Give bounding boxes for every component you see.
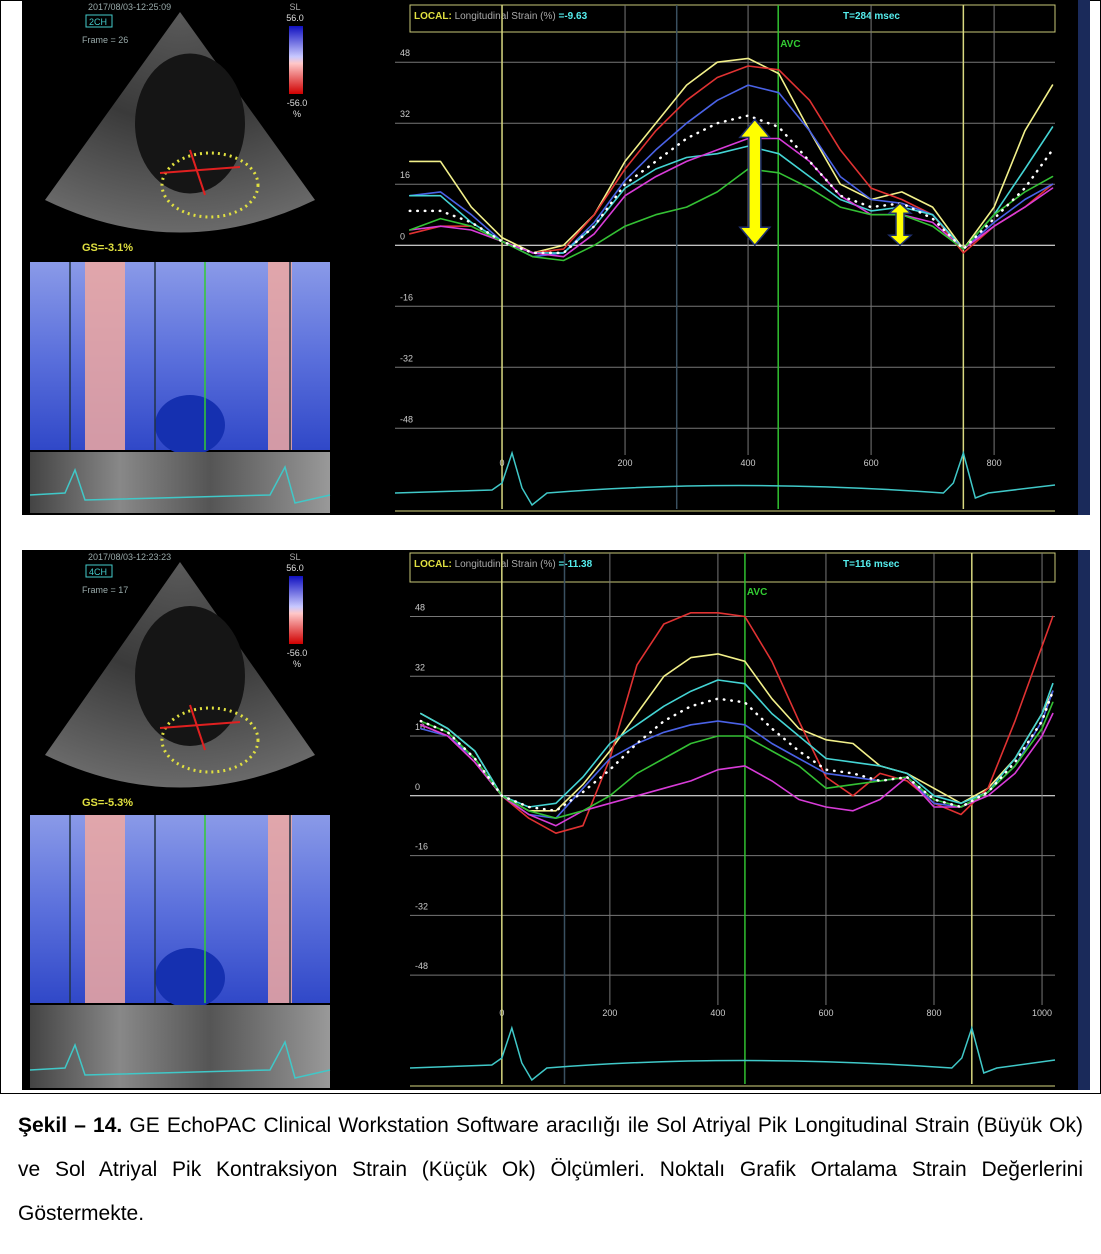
x-tick-label: 800 [987,458,1002,468]
y-tick-label: 0 [400,231,405,241]
echo-tracking [160,706,260,774]
echo-cross [159,721,241,729]
mean-line [408,114,1054,255]
echo-date: 2017/08/03-12:23:23 [88,552,171,562]
scale-label: SL [289,2,300,12]
header-box [409,552,1056,583]
scale-label: SL [289,552,300,562]
echo-view-box [85,564,113,578]
header-box [409,4,1056,33]
strain-line [409,57,1054,254]
echo-cross [189,704,206,751]
echo-date: 2017/08/03-12:25:09 [88,2,171,12]
y-tick-label: -48 [400,414,413,424]
strain-map-blob [155,395,225,455]
scale-unit: % [293,659,301,669]
caption-label: Şekil – 14. [18,1114,123,1137]
scale-unit: % [293,109,301,119]
echo-cavity [135,53,245,194]
measure-arrow [887,202,913,247]
strain-map-band [268,262,292,450]
x-tick-label: 600 [864,458,879,468]
y-tick-label: 32 [400,109,410,119]
mmode-strip [30,1005,330,1088]
scale-min: -56.0 [287,648,308,658]
y-tick-label: 0 [415,782,420,792]
strain-line [409,137,1054,258]
echo-view: 4CH [89,567,107,577]
x-tick-label: 1000 [1032,1008,1052,1018]
mmode-strip [30,452,330,513]
strain-map-band [85,815,125,1003]
header: LOCAL: Longitudinal Strain (%) =-9.63 [414,11,588,22]
header-readout: =-11.38 [559,559,593,570]
x-tick-label: 600 [818,1008,833,1018]
strain-map-band [268,815,292,1003]
echo-cross [159,166,241,174]
echo-frame: Frame = 17 [82,585,128,595]
y-tick-label: 48 [415,603,425,613]
echo-view: 2CH [89,17,107,27]
strain-map-blob [155,948,225,1008]
mmode-ecg [29,1039,331,1079]
color-bar [289,576,303,644]
x-tick-label: 800 [926,1008,941,1018]
avc-label: AVC [747,587,767,598]
x-tick-label: 200 [602,1008,617,1018]
mmode-ecg [29,464,331,504]
ecg-trace [394,450,1056,507]
caption: Şekil – 14. GE EchoPAC Clinical Workstat… [0,1093,1101,1254]
color-bar [289,26,303,94]
global-strain: GS=-5.3% [82,797,133,809]
panel-edge [1078,0,1090,515]
panel-edge [1078,550,1090,1090]
y-tick-label: -16 [415,842,428,852]
echo-cavity [135,606,245,746]
echo-view-box [85,14,113,28]
y-tick-label: -16 [400,292,413,302]
y-tick-label: -32 [415,901,428,911]
avc-label: AVC [780,39,800,50]
strain-map-band [85,262,125,450]
y-tick-label: -48 [415,961,428,971]
y-tick-label: 32 [415,662,425,672]
x-tick-label: 200 [618,458,633,468]
echo-cross [189,149,206,196]
header-time: T=284 msec [843,11,900,22]
measure-arrow [738,118,772,247]
header-title: Longitudinal Strain (%) [455,559,556,570]
mean-line [419,689,1055,813]
echo-frame: Frame = 26 [82,35,128,45]
scale-max: 56.0 [286,13,304,23]
header-readout: =-9.63 [559,11,588,22]
echo-tracking [160,151,260,219]
y-tick-label: 16 [400,170,410,180]
y-tick-label: 16 [415,722,425,732]
strain-line [409,168,1054,262]
header: LOCAL: Longitudinal Strain (%) =-11.38 [414,559,593,570]
global-strain: GS=-3.1% [82,242,133,254]
scale-min: -56.0 [287,98,308,108]
y-tick-label: -32 [400,353,413,363]
caption-text: GE EchoPAC Clinical Workstation Software… [18,1114,1083,1225]
y-tick-label: 48 [400,48,410,58]
header-title: Longitudinal Strain (%) [455,11,556,22]
header-prefix: LOCAL: [414,559,452,570]
x-tick-label: 400 [741,458,756,468]
strain-line [420,612,1054,834]
header-time: T=116 msec [843,559,900,570]
scale-max: 56.0 [286,563,304,573]
x-tick-label: 400 [710,1008,725,1018]
ecg-trace [409,1025,1056,1082]
strain-line [420,701,1054,819]
header-prefix: LOCAL: [414,11,452,22]
